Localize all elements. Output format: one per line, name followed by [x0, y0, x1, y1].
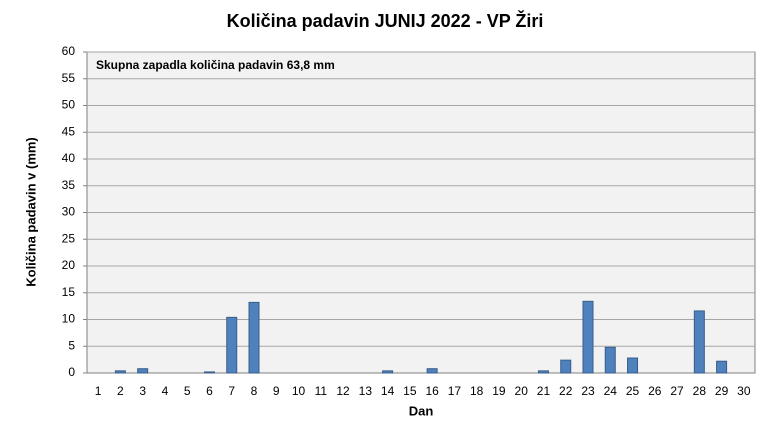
x-tick-label: 2	[117, 384, 124, 398]
x-tick-label: 12	[336, 384, 350, 398]
x-tick-label: 15	[403, 384, 417, 398]
bar	[114, 370, 126, 374]
y-tick-label: 0	[68, 365, 75, 379]
x-tick-label: 4	[162, 384, 169, 398]
y-tick-label: 45	[62, 124, 76, 138]
y-tick-label: 15	[62, 285, 76, 299]
bar	[137, 368, 149, 374]
bar	[226, 316, 238, 374]
bar	[382, 370, 394, 374]
x-tick-label: 7	[228, 384, 235, 398]
x-tick-label: 29	[715, 384, 729, 398]
y-tick-label: 50	[62, 98, 76, 112]
x-tick-label: 19	[492, 384, 506, 398]
y-tick-label: 30	[62, 205, 76, 219]
x-tick-label: 21	[537, 384, 551, 398]
x-tick-label: 28	[693, 384, 707, 398]
annotation: Skupna zapadla količina padavin 63,8 mm	[96, 58, 335, 72]
chart-title: Količina padavin JUNIJ 2022 - VP Žiri	[227, 10, 544, 31]
x-tick-label: 6	[206, 384, 213, 398]
x-tick-label: 9	[273, 384, 280, 398]
x-tick-label: 24	[604, 384, 618, 398]
y-axis-label: Količina padavin v (mm)	[23, 137, 38, 287]
bar	[537, 370, 549, 374]
bar	[560, 359, 572, 374]
y-tick-label: 20	[62, 258, 76, 272]
x-tick-label: 27	[670, 384, 684, 398]
x-tick-label: 13	[359, 384, 373, 398]
x-tick-label: 18	[470, 384, 484, 398]
bar	[693, 310, 705, 374]
y-tick-label: 5	[68, 338, 75, 352]
bar	[426, 368, 438, 374]
bar	[203, 371, 215, 374]
x-tick-label: 20	[515, 384, 529, 398]
x-tick-label: 1	[95, 384, 102, 398]
bar	[582, 300, 594, 374]
x-tick-label: 17	[448, 384, 462, 398]
x-axis-label: Dan	[409, 403, 434, 418]
x-tick-label: 22	[559, 384, 573, 398]
x-tick-label: 11	[315, 384, 328, 398]
y-tick-label: 55	[62, 71, 76, 85]
x-tick-label: 16	[425, 384, 439, 398]
x-tick-label: 25	[626, 384, 640, 398]
y-tick-label: 40	[62, 151, 76, 165]
bar	[604, 346, 616, 374]
x-tick-label: 30	[737, 384, 751, 398]
x-tick-label: 5	[184, 384, 191, 398]
bar	[248, 301, 260, 374]
bar	[627, 357, 639, 374]
x-tick-label: 10	[292, 384, 306, 398]
y-tick-label: 25	[62, 231, 76, 245]
bar	[716, 360, 728, 374]
x-tick-label: 26	[648, 384, 662, 398]
x-tick-label: 23	[581, 384, 595, 398]
y-tick-label: 35	[62, 178, 76, 192]
y-tick-label: 60	[62, 44, 76, 58]
y-tick-label: 10	[62, 312, 76, 326]
x-tick-label: 8	[251, 384, 258, 398]
x-tick-label: 14	[381, 384, 395, 398]
x-tick-label: 3	[139, 384, 146, 398]
